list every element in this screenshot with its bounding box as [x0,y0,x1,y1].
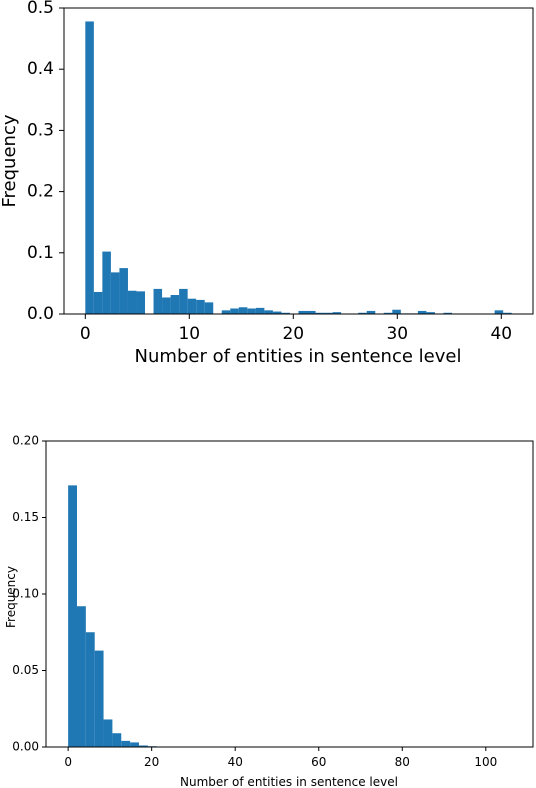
histogram-entities-bottom: 0 20 40 60 80 100 0.00 0.05 0.10 0.15 0.20 Number… [4,434,534,788]
histogram-bar [238,307,248,314]
y-tick-label: 0.20 [12,434,39,448]
histogram-bar [138,745,148,747]
x-axis-ticks-top: 0 10 20 30 40 [80,314,512,344]
histogram-bar [110,272,120,314]
histogram-bar [103,719,113,747]
histogram-bar [68,485,77,747]
histogram-bar [102,251,111,314]
histogram-bar [170,295,180,314]
bars-group-bottom [68,485,184,747]
histogram-bar [255,307,265,314]
y-tick-label: 0.05 [12,663,39,677]
histogram-bar [196,299,205,314]
histogram-bar [298,310,308,314]
histogram-bar [112,733,122,747]
histogram-bar [264,310,273,314]
y-tick-label: 0.1 [27,243,54,263]
x-tick-label: 100 [474,755,497,769]
histogram-bar [324,312,333,314]
x-tick-label: 20 [282,324,304,344]
x-tick-label: 0 [80,324,91,344]
x-axis-ticks-bottom: 0 20 40 60 80 100 [64,747,497,769]
y-axis-label-bottom: Frequency [4,566,18,628]
histogram-bar [307,310,316,314]
histogram-bar [153,288,163,314]
y-tick-label: 0.0 [27,304,54,324]
histogram-bar [204,302,214,314]
x-tick-label: 30 [386,324,408,344]
histogram-bar [85,21,94,315]
x-tick-label: 40 [228,755,243,769]
histogram-bar [443,312,452,314]
x-tick-label: 40 [490,324,512,344]
y-tick-label: 0.5 [27,0,54,18]
histogram-bar [426,312,435,314]
histogram-bar [230,308,239,314]
y-tick-label: 0.3 [27,120,54,140]
y-tick-label: 0.00 [12,740,39,754]
bars-group-top [85,21,512,315]
y-axis-label-top: Frequency [0,114,20,207]
x-tick-label: 60 [311,755,326,769]
histogram-bar [187,298,197,314]
histogram-bar [366,310,376,314]
histogram-bar [162,297,171,314]
x-axis-label-bottom: Number of entities in sentence level [180,775,398,788]
histogram-bar [93,291,103,314]
histogram-bar [179,288,188,314]
histogram-bar [136,291,146,314]
histogram-bar [121,740,131,747]
histogram-bar [94,650,104,747]
histogram-bar [130,742,139,747]
x-tick-label: 20 [144,755,159,769]
histogram-bar [272,311,282,314]
histogram-bar [221,310,231,314]
y-tick-label: 0.4 [27,59,54,79]
y-tick-label: 0.2 [27,182,54,202]
y-axis-ticks-bottom: 0.00 0.05 0.10 0.15 0.20 [12,434,46,754]
histogram-bar [76,606,86,747]
x-axis-label-top: Number of entities in sentence level [135,346,462,367]
histogram-bar [247,308,256,314]
y-tick-label: 0.10 [12,587,39,601]
histogram-bar [494,310,504,314]
x-tick-label: 80 [395,755,410,769]
histogram-bar [332,312,342,314]
histogram-bar [281,312,290,314]
y-tick-label: 0.15 [12,510,39,524]
plot-frame-top [63,7,534,315]
histogram-entities-top: 0 10 20 30 40 0.0 0.1 0.2 0.3 0.4 0.5 Number of e… [0,0,534,367]
y-axis-ticks-top: 0.0 0.1 0.2 0.3 0.4 0.5 [27,0,64,324]
histogram-bar [119,268,128,314]
histogram-bar [85,632,95,747]
histogram-bar [383,312,393,314]
histogram-bar [358,312,367,314]
histogram-bar [315,312,325,314]
histogram-bar [127,290,137,314]
histogram-bar [417,310,427,314]
x-tick-label: 0 [64,755,72,769]
histogram-bar [392,309,401,314]
x-tick-label: 10 [178,324,200,344]
histogram-bar [503,312,512,314]
plot-frame-bottom [45,440,534,748]
